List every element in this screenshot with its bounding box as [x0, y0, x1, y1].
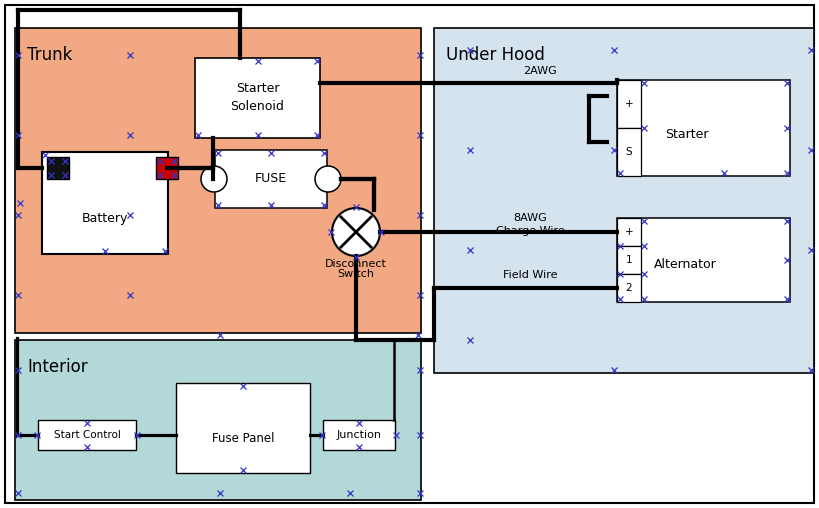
Text: Start Control: Start Control [53, 430, 120, 440]
Bar [323, 420, 395, 450]
Text: Fuse Panel: Fuse Panel [212, 432, 274, 446]
Text: Disconnect: Disconnect [325, 259, 387, 269]
Text: Starter: Starter [236, 82, 279, 96]
Text: Starter: Starter [665, 128, 708, 141]
Text: FUSE: FUSE [255, 173, 287, 185]
Bar [42, 152, 168, 254]
Bar [617, 128, 641, 176]
Bar [47, 157, 69, 179]
Text: Field Wire: Field Wire [503, 270, 557, 280]
Text: +: + [625, 99, 633, 109]
Text: Interior: Interior [27, 358, 88, 376]
Text: Under Hood: Under Hood [446, 46, 545, 64]
Bar [15, 340, 421, 500]
Bar [617, 218, 641, 246]
Bar [215, 150, 327, 208]
Bar [38, 420, 136, 450]
Bar [617, 274, 641, 302]
Text: 2AWG: 2AWG [523, 66, 557, 76]
Text: Trunk: Trunk [27, 46, 72, 64]
Bar [617, 80, 790, 176]
Bar [176, 383, 310, 473]
Bar [434, 28, 814, 373]
Circle shape [201, 166, 227, 192]
Bar [15, 28, 421, 333]
Circle shape [332, 208, 380, 256]
Text: Solenoid: Solenoid [231, 101, 284, 113]
Text: Switch: Switch [337, 269, 374, 279]
Text: Battery: Battery [82, 212, 129, 225]
Bar [156, 157, 178, 179]
Text: Alternator: Alternator [654, 259, 717, 271]
Text: S: S [626, 147, 632, 157]
Text: Charge Wire: Charge Wire [495, 226, 564, 236]
Bar [617, 246, 641, 274]
Circle shape [315, 166, 341, 192]
Text: 1: 1 [626, 255, 632, 265]
Bar [195, 58, 320, 138]
Text: 2: 2 [626, 283, 632, 293]
Bar [617, 218, 790, 302]
Text: +: + [625, 227, 633, 237]
Bar [617, 80, 641, 128]
Text: 8AWG: 8AWG [514, 213, 547, 223]
Text: Junction: Junction [337, 430, 382, 440]
